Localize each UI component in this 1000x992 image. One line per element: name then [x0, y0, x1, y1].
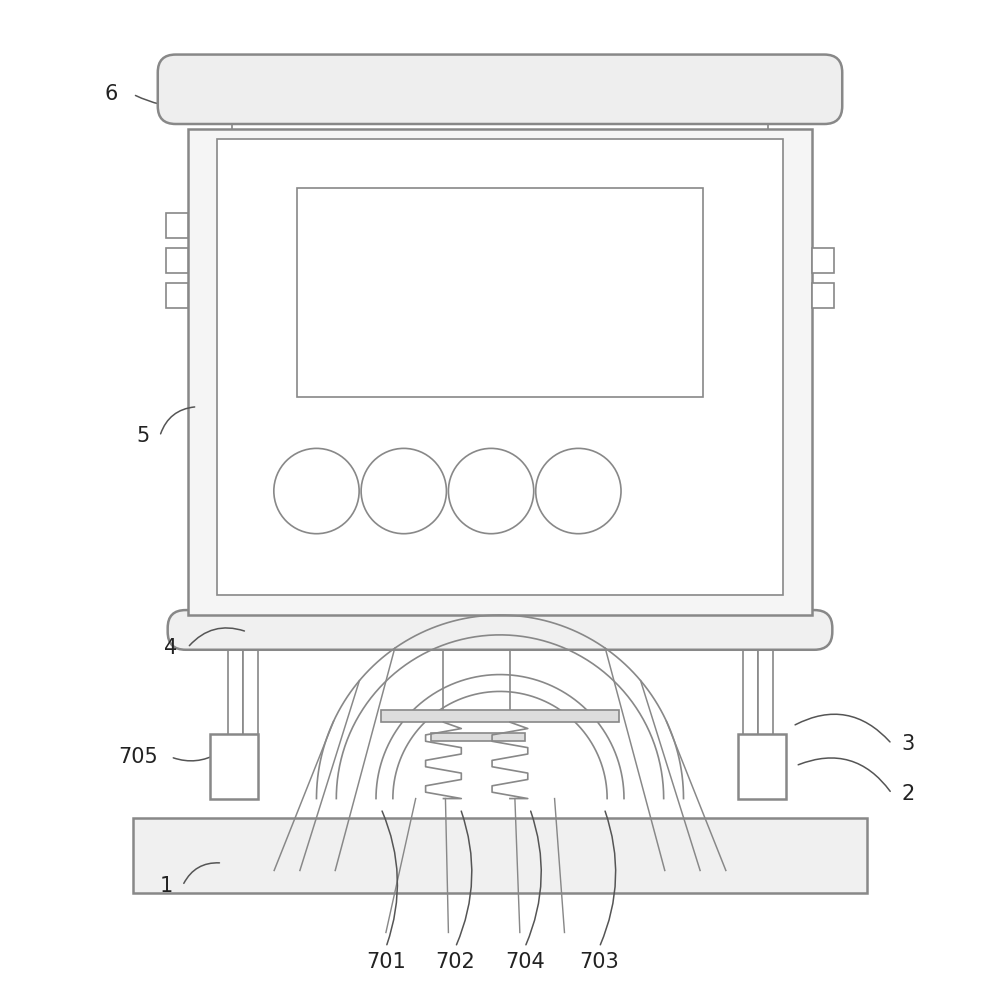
Text: 4: 4 [164, 638, 178, 658]
Text: 703: 703 [579, 952, 619, 972]
Text: 704: 704 [505, 952, 545, 972]
Text: 2: 2 [902, 784, 915, 804]
Bar [431, 733, 525, 741]
Bar [188, 129, 812, 615]
Bar [210, 734, 258, 799]
Bar [166, 283, 188, 308]
Bar [166, 248, 188, 273]
Text: 1: 1 [159, 876, 173, 896]
Bar [812, 248, 834, 273]
Bar [297, 188, 703, 397]
Bar [228, 650, 243, 799]
Bar [743, 650, 758, 799]
Text: 701: 701 [366, 952, 406, 972]
FancyBboxPatch shape [158, 55, 842, 124]
Bar [133, 818, 867, 893]
FancyBboxPatch shape [168, 610, 832, 650]
Text: 6: 6 [105, 84, 118, 104]
Bar [381, 710, 619, 722]
Bar [738, 734, 786, 799]
Bar [812, 283, 834, 308]
Bar [166, 213, 188, 238]
Text: 702: 702 [435, 952, 475, 972]
Bar [217, 139, 783, 595]
Bar [243, 650, 258, 799]
Bar [758, 650, 773, 799]
Text: 705: 705 [118, 747, 158, 767]
Text: 3: 3 [902, 734, 915, 754]
Text: 5: 5 [137, 427, 150, 446]
